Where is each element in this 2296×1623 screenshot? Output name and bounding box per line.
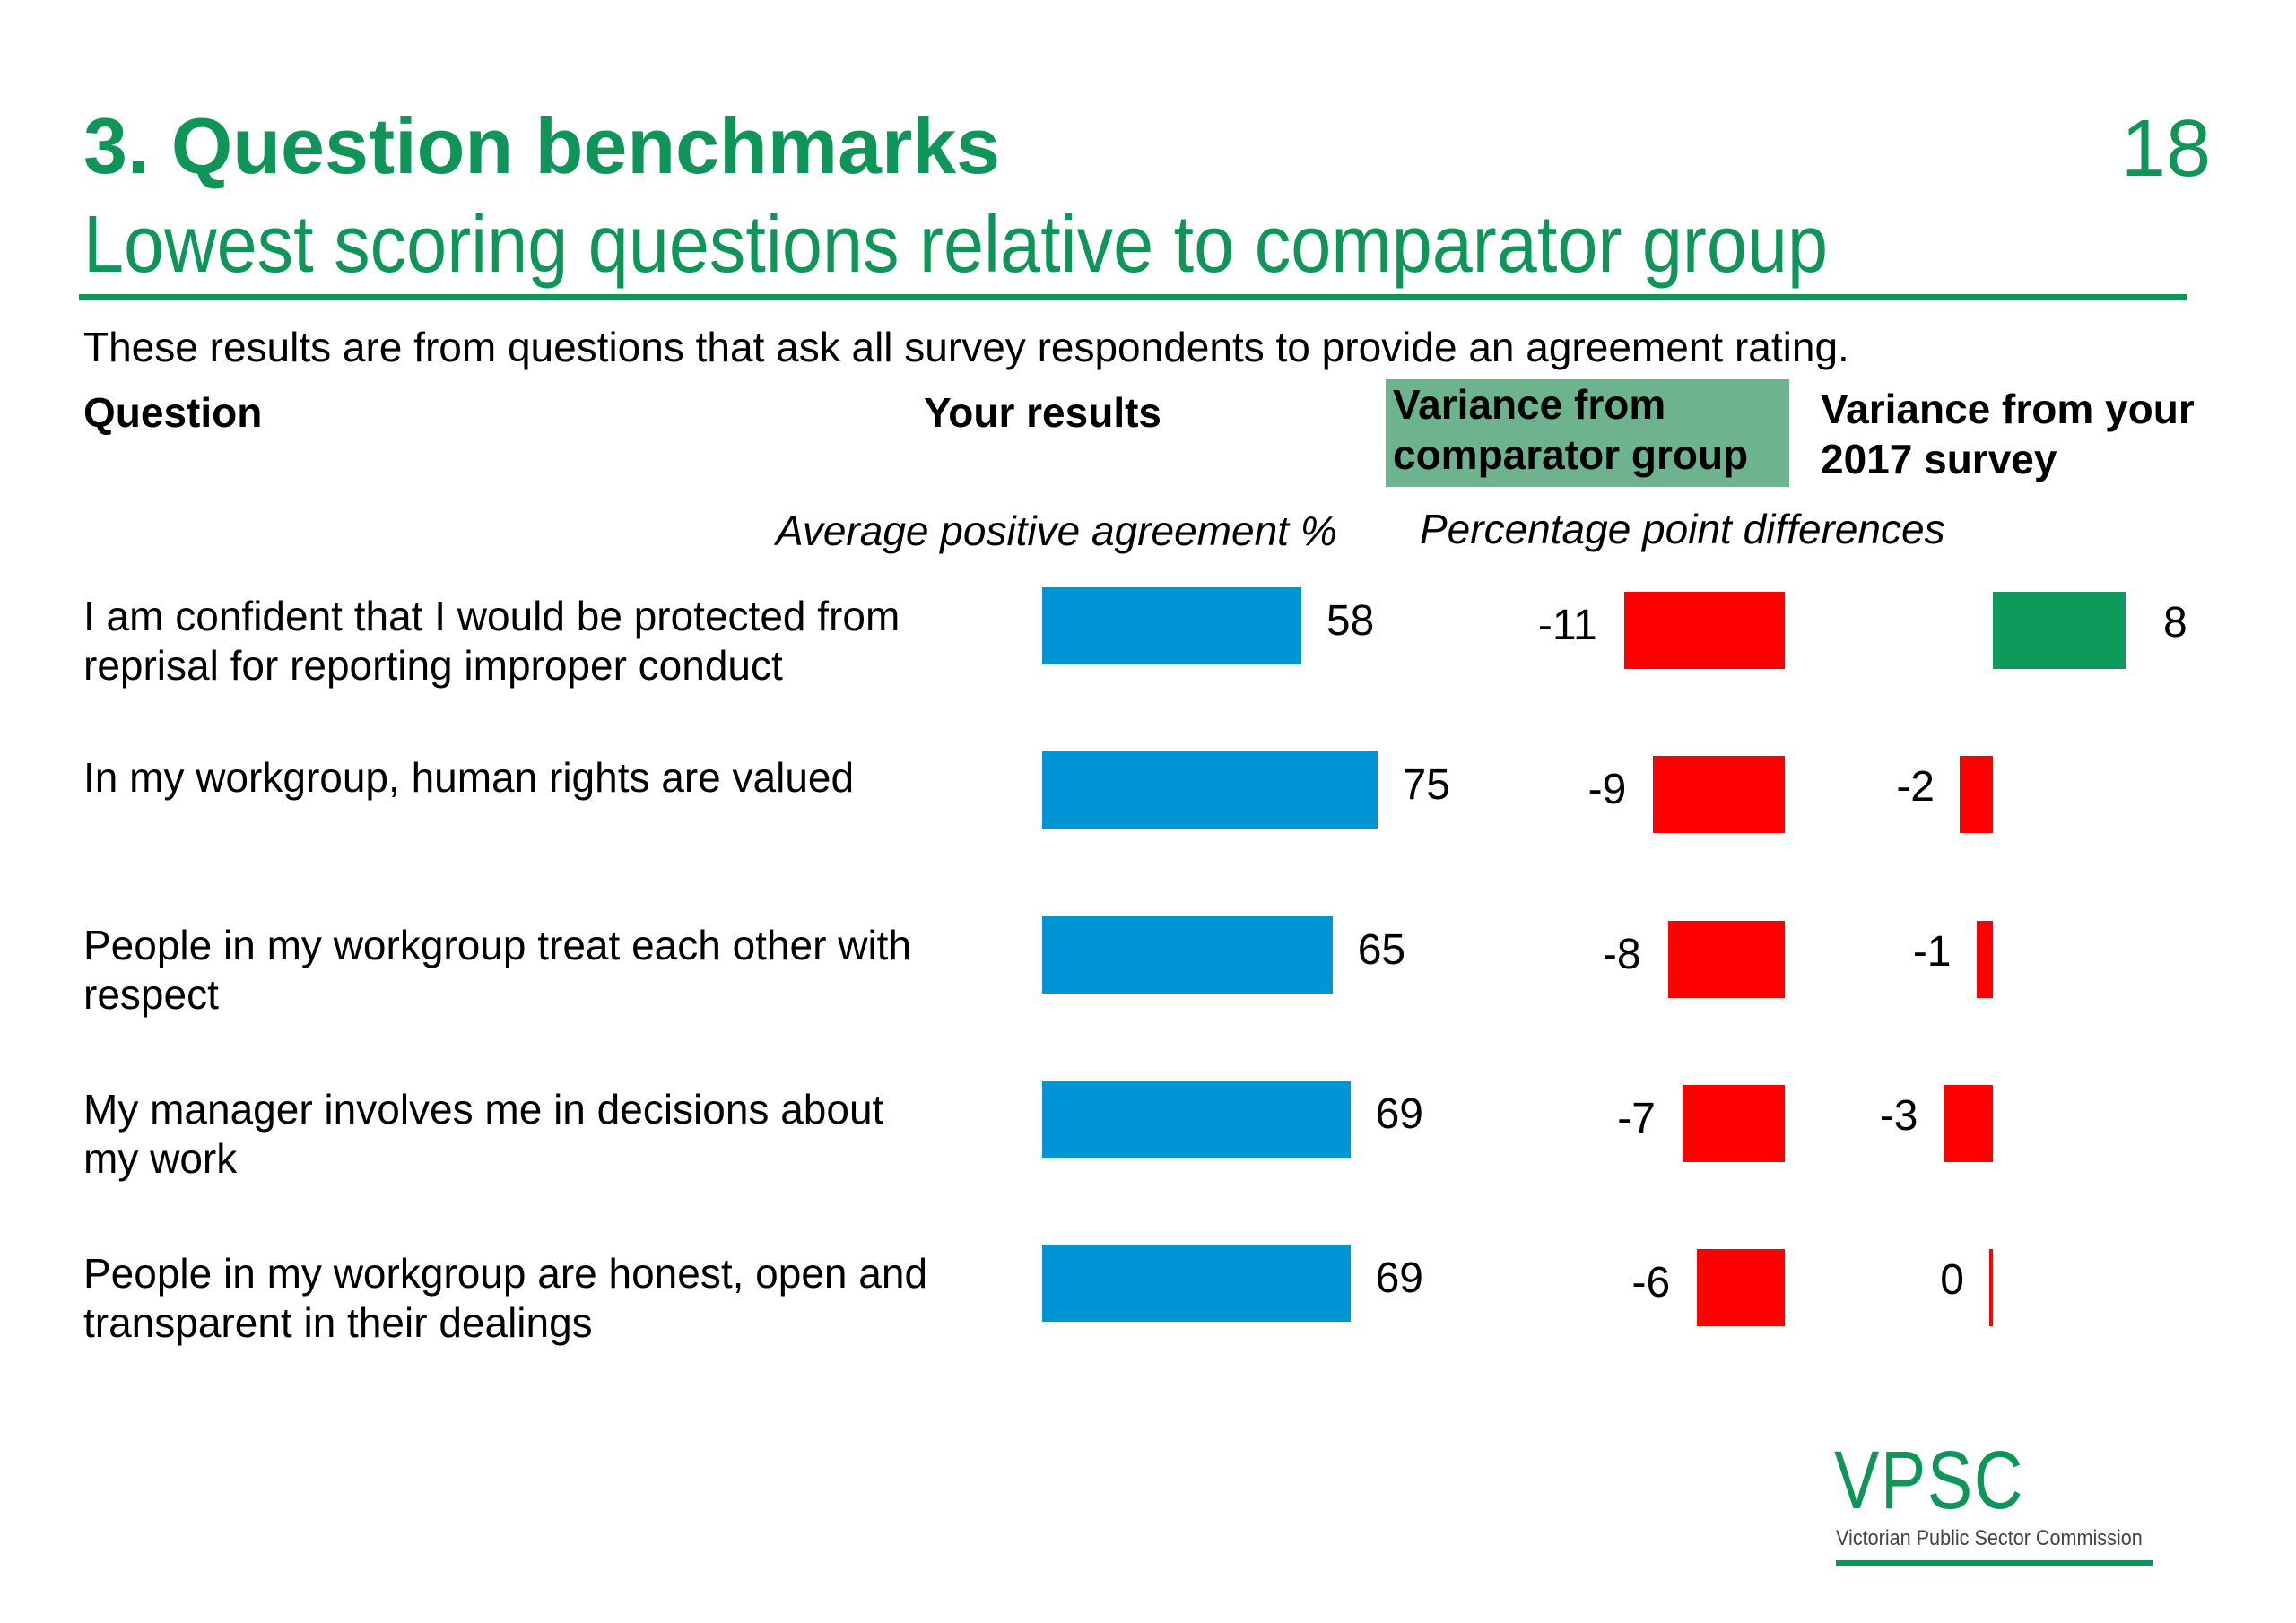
column-header-prev-line2: 2017 survey — [1821, 436, 2057, 482]
page-number: 18 — [2120, 104, 2211, 194]
column-header-question: Question — [83, 389, 263, 436]
page-title: 3. Question benchmarks — [83, 101, 1001, 190]
column-header-comparator-line1: Variance from — [1393, 381, 1666, 428]
question-line: transparent in their dealings — [83, 1299, 593, 1346]
prev-survey-variance-bar — [1993, 592, 2126, 669]
page-subtitle: Lowest scoring questions relative to com… — [83, 200, 1829, 290]
question-line: I am confident that I would be protected… — [83, 593, 900, 639]
column-header-prev-line1: Variance from your — [1821, 386, 2195, 432]
question-line: respect — [83, 971, 219, 1018]
comparator-variance-bar — [1667, 921, 1785, 998]
results-value-label: 58 — [1326, 597, 1375, 645]
comparator-variance-bar — [1682, 1085, 1785, 1162]
question-line: my work — [83, 1135, 238, 1182]
comparator-variance-label: -6 — [1631, 1259, 1671, 1306]
prev-survey-variance-label: -2 — [1896, 763, 1935, 811]
question-line: In my workgroup, human rights are valued — [83, 754, 855, 801]
question-text: I am confident that I would be protected… — [83, 592, 1025, 690]
results-bar — [1042, 1245, 1351, 1322]
question-text: People in my workgroup treat each other … — [83, 921, 1025, 1020]
vpsc-logo-subtitle: Victorian Public Sector Commission — [1836, 1526, 2143, 1550]
question-line: My manager involves me in decisions abou… — [83, 1086, 884, 1133]
column-header-comparator-line2: comparator group — [1393, 431, 1749, 478]
results-bar — [1042, 1081, 1351, 1158]
comparator-variance-label: -7 — [1617, 1095, 1656, 1142]
comparator-variance-label: -8 — [1602, 931, 1641, 978]
intro-text: These results are from questions that as… — [83, 324, 1849, 370]
prev-survey-variance-bar — [1976, 921, 1993, 998]
comparator-variance-label: -9 — [1587, 766, 1627, 813]
comparator-variance-bar — [1697, 1249, 1785, 1326]
title-divider — [79, 294, 2187, 300]
comparator-variance-label: -11 — [1537, 602, 1597, 649]
prev-survey-variance-label: -3 — [1879, 1092, 1918, 1140]
results-bar — [1042, 751, 1378, 829]
column-header-comparator-variance: Variance from comparator group — [1386, 379, 1789, 487]
prev-survey-variance-bar — [1989, 1249, 1993, 1326]
results-subheading: Average positive agreement % — [776, 508, 1337, 554]
prev-survey-variance-label: 0 — [1940, 1256, 1964, 1304]
question-text: In my workgroup, human rights are valued — [83, 753, 1025, 803]
column-header-prev-survey-variance: Variance from your 2017 survey — [1821, 384, 2195, 484]
results-value-label: 65 — [1357, 926, 1406, 974]
vpsc-logo: VPSC — [1834, 1435, 2024, 1526]
prev-survey-variance-bar — [1943, 1085, 1993, 1162]
comparator-variance-bar — [1653, 756, 1785, 833]
results-value-label: 75 — [1402, 761, 1450, 809]
prev-survey-variance-label: 8 — [2163, 599, 2187, 647]
comparator-variance-bar — [1623, 592, 1785, 669]
question-text: My manager involves me in decisions abou… — [83, 1085, 1025, 1184]
question-line: reprisal for reporting improper conduct — [83, 642, 783, 689]
results-value-label: 69 — [1375, 1090, 1423, 1138]
results-value-label: 69 — [1375, 1254, 1423, 1302]
prev-survey-variance-bar — [1960, 756, 1993, 833]
question-text: People in my workgroup are honest, open … — [83, 1249, 1025, 1348]
question-line: People in my workgroup are honest, open … — [83, 1250, 928, 1297]
results-bar — [1042, 916, 1333, 994]
results-bar — [1042, 587, 1301, 664]
differences-subheading: Percentage point differences — [1420, 506, 1945, 552]
logo-underline — [1836, 1560, 2152, 1566]
column-header-your-results: Your results — [924, 389, 1161, 436]
question-line: People in my workgroup treat each other … — [83, 922, 912, 968]
prev-survey-variance-label: -1 — [1912, 928, 1952, 976]
